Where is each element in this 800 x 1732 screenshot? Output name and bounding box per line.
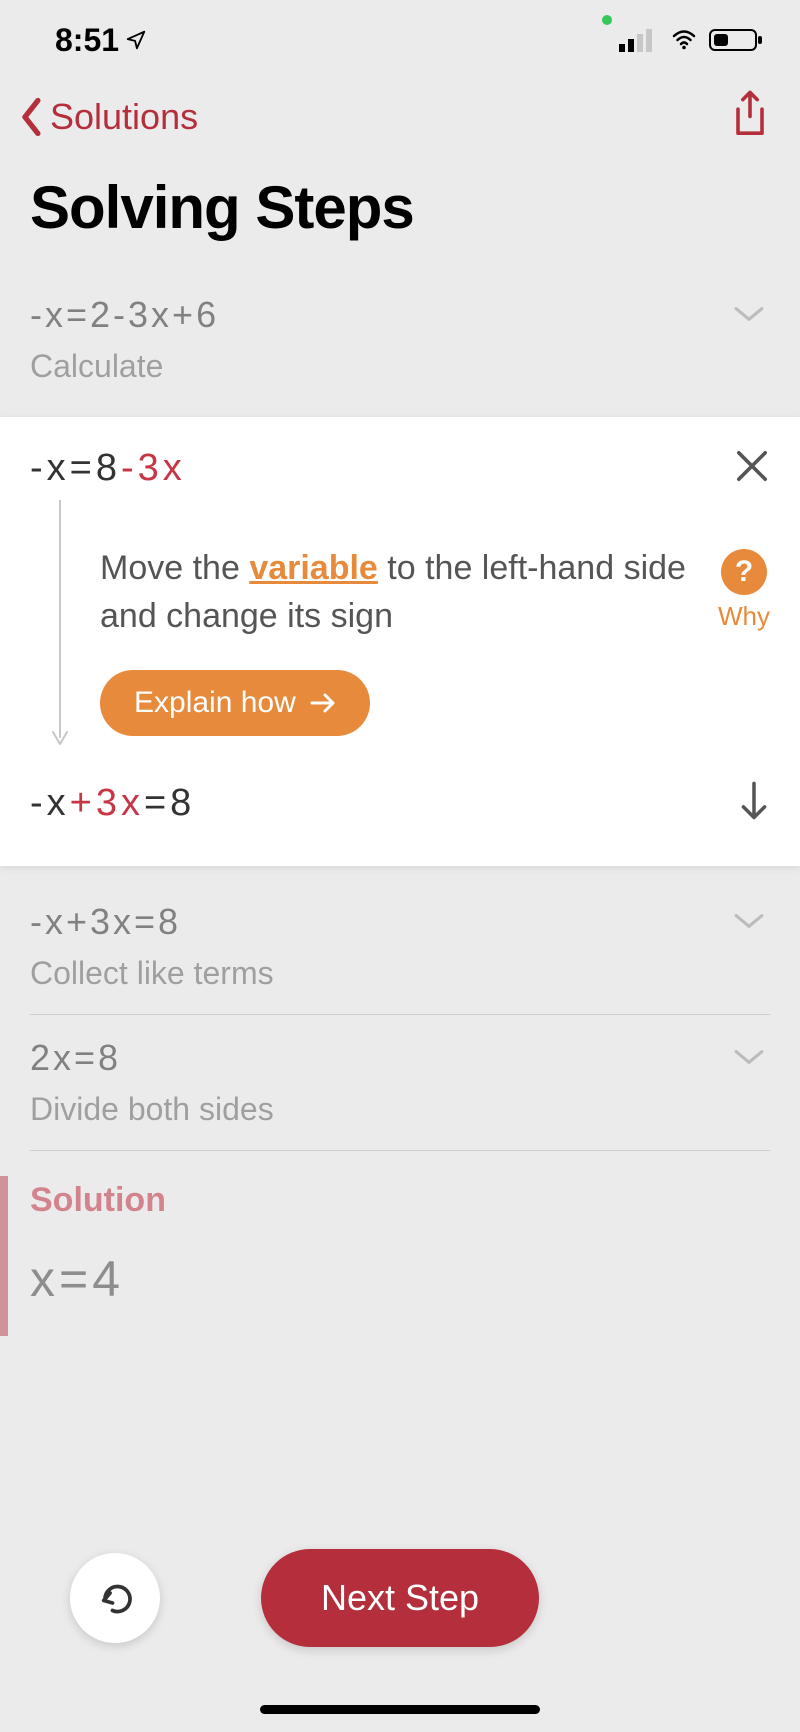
chevron-down-icon [733, 304, 765, 329]
chevron-down-icon [733, 1047, 765, 1072]
cellular-icon [619, 28, 659, 52]
step-divide[interactable]: 2x=8 Divide both sides [0, 1015, 800, 1150]
arrow-right-icon [310, 692, 336, 714]
next-substep-button[interactable] [738, 781, 770, 826]
battery-icon [709, 27, 765, 53]
eq-part: =8 [144, 782, 195, 824]
next-step-button[interactable]: Next Step [261, 1549, 539, 1647]
page-title: Solving Steps [0, 153, 800, 272]
step-connector-arrow [30, 500, 60, 736]
help-icon: ? [721, 549, 767, 595]
undo-button[interactable] [70, 1553, 160, 1643]
eq-highlight: -3x [121, 447, 186, 489]
solution-value: x=4 [30, 1250, 770, 1308]
location-icon [125, 29, 147, 51]
expanded-equation-bottom: -x+3x=8 [30, 782, 195, 825]
step-label: Divide both sides [30, 1091, 770, 1128]
status-time: 8:51 [55, 22, 147, 59]
status-icons [619, 27, 765, 53]
explain-how-button[interactable]: Explain how [100, 670, 370, 736]
home-indicator[interactable] [260, 1705, 540, 1714]
explanation-text: Move the variable to the left-hand side … [100, 545, 698, 640]
camera-indicator-dot [602, 15, 612, 25]
step-calculate[interactable]: -x=2-3x+6 Calculate [0, 272, 800, 407]
undo-icon [95, 1578, 135, 1618]
chevron-left-icon [18, 97, 46, 137]
step-equation: 2x=8 [30, 1037, 770, 1079]
explain-pre: Move the [100, 549, 249, 587]
wifi-icon [667, 28, 701, 52]
back-button[interactable]: Solutions [18, 96, 198, 138]
step-equation: -x=2-3x+6 [30, 294, 770, 336]
step-collect-terms[interactable]: -x+3x=8 Collect like terms [0, 866, 800, 1014]
bottom-controls: Next Step [0, 1549, 800, 1647]
step-label: Collect like terms [30, 955, 770, 992]
expanded-equation-top: -x=8-3x [30, 447, 186, 490]
variable-link[interactable]: variable [249, 549, 378, 587]
step-equation: -x+3x=8 [30, 901, 770, 943]
solution-label: Solution [30, 1181, 770, 1220]
status-bar: 8:51 [0, 0, 800, 70]
nav-bar: Solutions [0, 70, 800, 153]
why-label: Why [718, 601, 770, 632]
why-button[interactable]: ? Why [718, 545, 770, 632]
explain-how-label: Explain how [134, 686, 296, 720]
solution-marker [0, 1176, 8, 1336]
eq-highlight: +3x [70, 782, 144, 824]
close-icon [734, 448, 770, 484]
next-step-label: Next Step [321, 1577, 479, 1618]
back-label: Solutions [50, 96, 198, 138]
eq-part: -x [30, 782, 70, 824]
step-label: Calculate [30, 348, 770, 385]
share-button[interactable] [730, 90, 770, 143]
expanded-step-card: -x=8-3x Move the variable to the left-ha… [0, 417, 800, 866]
arrow-down-icon [738, 781, 770, 821]
close-button[interactable] [734, 448, 770, 489]
time-text: 8:51 [55, 22, 119, 59]
solution-section: Solution x=4 [0, 1151, 800, 1328]
chevron-down-icon [733, 911, 765, 936]
eq-part: -x=8 [30, 447, 121, 489]
share-icon [730, 90, 770, 138]
